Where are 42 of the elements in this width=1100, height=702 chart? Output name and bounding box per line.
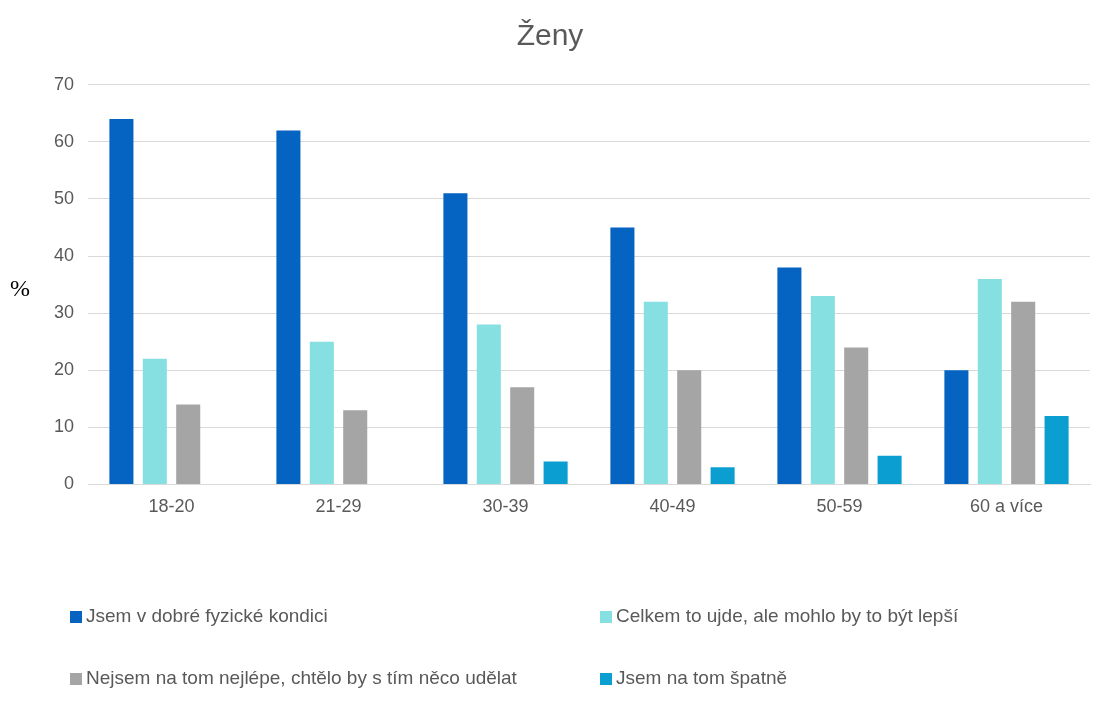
x-tick-label: 40-49 <box>649 496 696 517</box>
y-tick-label: 10 <box>53 416 75 437</box>
bar <box>510 387 535 484</box>
bar <box>710 467 735 484</box>
bar <box>944 370 969 484</box>
bar <box>343 410 368 484</box>
y-tick-label: 60 <box>53 130 75 151</box>
y-tick-label: 0 <box>64 473 75 494</box>
chart-title: Ženy <box>515 18 585 52</box>
x-tick-label: 60 a více <box>969 496 1044 517</box>
bar <box>844 347 869 484</box>
bar <box>810 296 835 484</box>
x-tick-label: 18-20 <box>148 496 195 517</box>
bar <box>1011 301 1036 484</box>
bar <box>877 455 902 484</box>
bar <box>476 324 501 484</box>
bar <box>309 341 334 484</box>
bar <box>176 404 201 484</box>
bar <box>643 301 668 484</box>
legend-label: Celkem to ujde, ale mohlo by to být lepší <box>615 605 960 627</box>
legend-label: Nejsem na tom nejlépe, chtělo by s tím něco udělat <box>85 667 518 689</box>
bar <box>777 267 802 484</box>
bar <box>276 130 301 484</box>
bar <box>977 278 1002 484</box>
y-tick-label: 20 <box>53 359 75 380</box>
y-tick-label: 40 <box>53 245 75 266</box>
bar <box>677 370 702 484</box>
legend-label: Jsem na tom špatně <box>615 667 789 689</box>
y-tick-label: 70 <box>53 73 75 94</box>
x-tick-label: 30-39 <box>482 496 529 517</box>
x-tick-label: 21-29 <box>315 496 362 517</box>
y-axis-title: % <box>10 275 30 302</box>
bar <box>142 358 167 484</box>
bar <box>610 227 635 484</box>
bar <box>1044 415 1069 484</box>
bar <box>543 461 568 484</box>
y-tick-label: 50 <box>53 187 75 208</box>
bar <box>443 193 468 484</box>
x-tick-label: 50-59 <box>816 496 863 517</box>
y-tick-label: 30 <box>53 302 75 323</box>
legend-label: Jsem v dobré fyzické kondici <box>85 605 329 627</box>
bar <box>109 119 134 484</box>
